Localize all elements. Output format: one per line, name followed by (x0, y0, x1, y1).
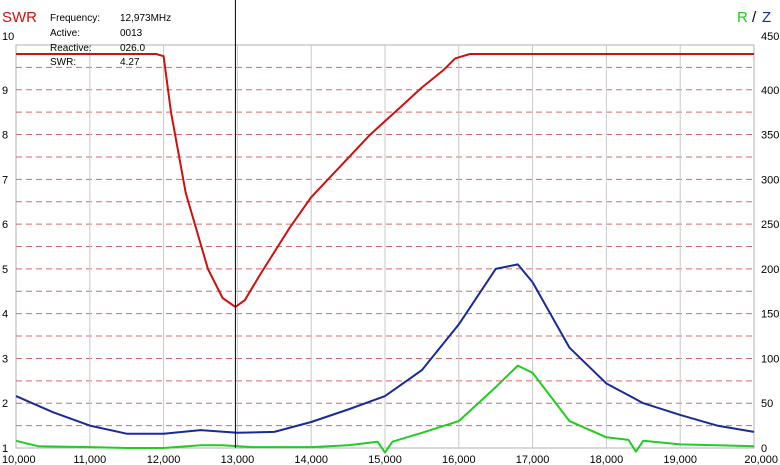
series-r-line (15, 364, 755, 454)
z-label: Z (762, 9, 771, 26)
active-label: Active: (50, 28, 80, 39)
y-right-tick-label: 50 (761, 398, 773, 410)
swr-value: 4.27 (120, 57, 140, 68)
y-left-tick-label: 8 (2, 130, 8, 142)
frequency-label: Frequency: (50, 13, 100, 24)
active-value: 0013 (120, 28, 143, 39)
y-right-tick-label: 150 (761, 309, 779, 321)
y-right-tick-label: 100 (761, 353, 779, 365)
x-tick-label: 10,000 (2, 454, 36, 465)
series-swr-line (16, 53, 754, 308)
x-tick-label: 17,000 (516, 454, 550, 465)
frequency-value: 12,973MHz (120, 13, 171, 24)
y-left-tick-label: 6 (2, 219, 8, 231)
y-left-tick-label: 2 (2, 398, 8, 410)
y-left-tick-label: 9 (2, 85, 8, 97)
y-right-tick-label: 450 (761, 31, 779, 43)
x-tick-label: 18,000 (590, 454, 624, 465)
readout-panel: Frequency: 12,973MHz Active: 0013 Reacti… (50, 13, 171, 68)
y-right-tick-label: 400 (761, 85, 779, 97)
swr-title: SWR (2, 9, 37, 26)
y-left-tick-label: 7 (2, 174, 8, 186)
y-left-tick-label: 10 (2, 31, 14, 43)
x-tick-label: 15,000 (368, 454, 402, 465)
reactive-label: Reactive: (50, 43, 92, 54)
y-left-tick-label: 3 (2, 353, 8, 365)
reactive-value: 026.0 (120, 43, 145, 54)
x-tick-label: 16,000 (442, 454, 476, 465)
y-right-tick-label: 200 (761, 264, 779, 276)
y-left-tick-label: 4 (2, 309, 8, 321)
x-tick-label: 19,000 (663, 454, 697, 465)
swr-label: SWR: (50, 57, 76, 68)
y-right-tick-label: 250 (761, 219, 779, 231)
slash-label: / (752, 9, 757, 26)
x-tick-label: 11,000 (73, 454, 106, 465)
series-z-line (15, 263, 755, 435)
x-tick-label: 13,000 (221, 454, 255, 465)
x-tick-label: 12,000 (147, 454, 181, 465)
x-tick-label: 20,000 (744, 454, 778, 465)
y-left-tick-label: 5 (2, 264, 8, 276)
r-label: R (737, 9, 748, 26)
y-right-tick-label: 350 (761, 130, 779, 142)
y-right-tick-label: 0 (761, 443, 767, 455)
x-tick-label: 14,000 (294, 454, 328, 465)
y-left-tick-label: 1 (2, 443, 8, 455)
y-right-tick-label: 300 (761, 174, 779, 186)
